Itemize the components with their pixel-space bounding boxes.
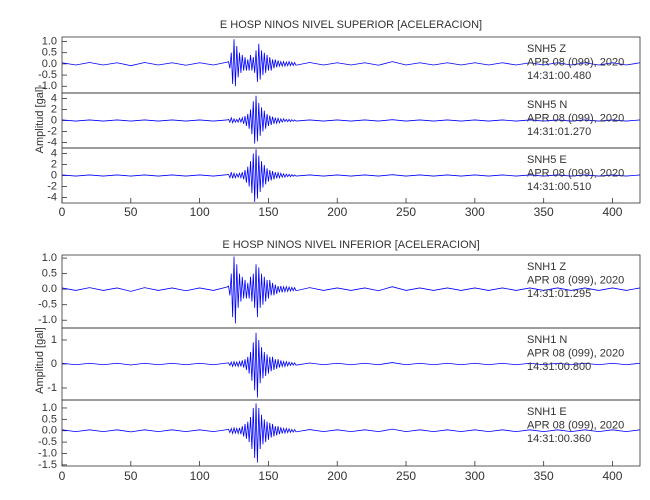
y-tick-label: 2 [51, 103, 57, 115]
waveform [61, 149, 641, 202]
y-tick-label: -1.0 [38, 314, 57, 326]
x-tick-label: 400 [602, 205, 622, 219]
station-date: APR 08 (099), 2020 [527, 274, 624, 286]
y-tick-label: 0.0 [42, 283, 57, 295]
y-tick-label: 0.5 [42, 268, 57, 280]
x-tick-label: 300 [465, 469, 485, 483]
station-date: APR 08 (099), 2020 [527, 56, 624, 68]
waveform [61, 403, 641, 463]
y-tick-label: -0.5 [38, 69, 57, 81]
x-tick-label: 50 [124, 205, 138, 219]
y-tick-label: -4 [47, 191, 57, 203]
y-tick-label: 4 [51, 92, 57, 104]
y-tick-label: 0 [51, 169, 57, 181]
y-tick-label: -2 [47, 125, 57, 137]
y-tick-label: 0 [51, 114, 57, 126]
y-tick-label: -1.5 [38, 459, 57, 471]
x-tick-label: 50 [124, 469, 138, 483]
x-tick-label: 200 [327, 469, 347, 483]
waveform [61, 95, 641, 144]
x-tick-label: 100 [190, 469, 210, 483]
station-time: 14:31:01.295 [527, 288, 591, 300]
x-tick-label: 300 [465, 205, 485, 219]
waveform [61, 332, 641, 398]
x-tick-label: 400 [602, 469, 622, 483]
x-tick-label: 0 [59, 469, 66, 483]
x-tick-label: 200 [327, 205, 347, 219]
y-tick-label: -0.5 [38, 299, 57, 311]
x-tick-label: 250 [396, 469, 416, 483]
station-station: SNH5 N [527, 99, 567, 111]
y-tick-label: -1.0 [38, 447, 57, 459]
chart-title: E HOSP NINOS NIVEL SUPERIOR [ACELERACION… [220, 19, 482, 31]
station-time: 14:31:00.360 [527, 433, 591, 445]
station-time: 14:31:01.270 [527, 126, 591, 138]
y-tick-label: -2 [47, 180, 57, 192]
y-tick-label: 0.5 [42, 413, 57, 425]
y-tick-label: -1 [47, 382, 57, 394]
y-tick-label: 1.0 [42, 402, 57, 414]
y-axis-label: Amplitud [gal] [34, 87, 46, 154]
station-station: SNH5 Z [527, 43, 566, 55]
y-tick-label: 0.5 [42, 47, 57, 59]
y-tick-label: 1.0 [42, 252, 57, 264]
station-date: APR 08 (099), 2020 [527, 112, 624, 124]
y-tick-label: 0.0 [42, 58, 57, 70]
station-date: APR 08 (099), 2020 [527, 419, 624, 431]
y-tick-label: 0.0 [42, 425, 57, 437]
y-tick-label: 2 [51, 158, 57, 170]
y-tick-label: 1.0 [42, 35, 57, 47]
y-axis-label: Amplitud [gal] [34, 327, 46, 394]
waveform [61, 256, 641, 324]
station-time: 14:31:00.510 [527, 181, 591, 193]
station-station: SNH1 Z [527, 261, 566, 273]
panel-frame [61, 147, 641, 204]
station-station: SNH1 N [527, 334, 567, 346]
x-tick-label: 0 [59, 205, 66, 219]
x-tick-label: 350 [534, 205, 554, 219]
station-date: APR 08 (099), 2020 [527, 167, 624, 179]
station-time: 14:31:00.800 [527, 361, 591, 373]
y-tick-label: 1 [51, 334, 57, 346]
waveform [61, 39, 641, 87]
y-tick-label: -1.0 [38, 80, 57, 92]
x-tick-label: 250 [396, 205, 416, 219]
x-tick-label: 350 [534, 469, 554, 483]
x-tick-label: 150 [258, 205, 278, 219]
station-time: 14:31:00.480 [527, 70, 591, 82]
x-tick-label: 150 [258, 469, 278, 483]
y-tick-label: -0.5 [38, 436, 57, 448]
y-tick-label: 0 [51, 358, 57, 370]
station-date: APR 08 (099), 2020 [527, 347, 624, 359]
y-tick-label: 4 [51, 147, 57, 159]
panel-frame [61, 399, 641, 467]
chart-title: E HOSP NINOS NIVEL INFERIOR [ACELERACION… [222, 239, 479, 251]
x-tick-label: 100 [190, 205, 210, 219]
station-station: SNH1 E [527, 406, 567, 418]
y-tick-label: -4 [47, 136, 57, 148]
station-station: SNH5 E [527, 154, 567, 166]
